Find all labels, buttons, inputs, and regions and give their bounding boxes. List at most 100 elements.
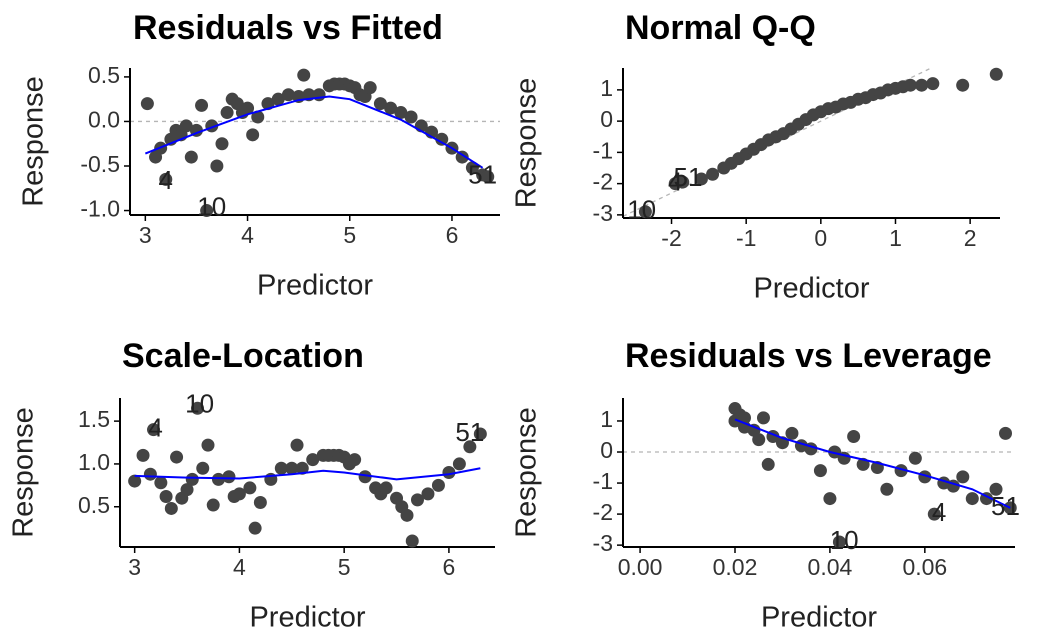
y-tick-label: -1.0 [80,196,120,222]
y-axis-label: Response [511,407,543,538]
point [465,161,479,175]
y-tick-label: 0 [600,106,613,132]
point [215,137,229,151]
point [140,97,154,111]
point [785,426,799,440]
y-tick-label: -3 [593,530,613,556]
point [200,204,214,218]
point-label: 4 [932,497,946,527]
point [232,487,246,501]
point [285,461,299,475]
point [481,170,495,184]
point [694,172,708,186]
point [384,101,398,115]
point [421,487,435,501]
x-tick-label: 5 [343,222,356,248]
x-tick-label: 2 [964,225,977,251]
x-tick-label: 0.00 [618,554,663,580]
x-tick-label: 6 [446,222,459,248]
y-tick-label: -2 [593,499,613,525]
x-tick-label: 0 [814,225,827,251]
x-tick-label: 6 [443,554,456,580]
point [435,132,449,146]
point [903,78,917,92]
point [164,501,178,515]
x-axis-label: Predictor [257,270,373,302]
point [813,464,827,478]
point-label: 51 [468,160,497,190]
point [989,482,1003,496]
smooth-line [734,418,1011,509]
point [847,429,861,443]
point [473,427,487,441]
y-axis-label: Response [18,76,50,207]
y-axis-label: Response [8,407,40,538]
y-tick-label: -2 [593,169,613,195]
point-label: 10 [185,389,214,419]
point [246,128,260,142]
point [394,106,408,120]
point [128,474,142,488]
x-tick-label: 4 [233,554,246,580]
point [180,483,194,497]
point [752,433,766,447]
point [295,461,309,475]
y-tick-label: 1 [600,406,613,432]
panel-title: Residuals vs Leverage [625,337,992,375]
point [926,77,940,91]
x-axis-label: Predictor [753,273,869,305]
point-label: 51 [673,162,702,192]
point-label: 10 [627,195,656,225]
x-tick-label: 1 [889,225,902,251]
point [676,175,690,189]
point [638,205,652,219]
point [463,440,477,454]
y-tick-label: -0.5 [80,151,120,177]
panel: Scale-Location Predictor Response 3 4 5 6 1.5 1.… [8,337,495,632]
point [761,457,775,471]
point [363,81,377,95]
point [251,110,265,124]
point [136,448,150,462]
point-label: 4 [148,413,162,443]
point [281,88,295,102]
point [253,495,267,509]
x-tick-label: 4 [241,222,254,248]
point [274,461,288,475]
smooth-line [144,95,484,169]
y-tick-label: 1.0 [78,449,110,475]
point [823,492,837,506]
panel-title: Scale-Location [122,337,364,375]
point [880,482,894,496]
point [159,172,173,186]
point [431,478,445,492]
x-tick-label: 3 [139,222,152,248]
x-tick-label: 3 [128,554,141,580]
point-label: 10 [197,192,226,222]
point [306,453,320,467]
point-label: 4 [668,167,682,197]
y-tick-label: 1.5 [78,406,110,432]
x-tick-label: 0.04 [808,554,853,580]
point [956,470,970,484]
point [410,493,424,507]
point-label: 51 [991,491,1020,521]
point [706,167,720,181]
point [297,68,311,82]
point [143,467,157,481]
point [828,445,842,459]
point-label: 10 [830,525,859,555]
y-tick-label: 0 [600,437,613,463]
y-tick-label: -1 [593,137,613,163]
point [248,521,262,535]
point [211,472,225,486]
point [201,438,215,452]
point [908,451,922,465]
x-axis-label: Predictor [761,602,877,632]
point [927,507,941,521]
point [220,106,234,120]
y-tick-label: 0.0 [88,107,120,133]
point [405,534,419,548]
